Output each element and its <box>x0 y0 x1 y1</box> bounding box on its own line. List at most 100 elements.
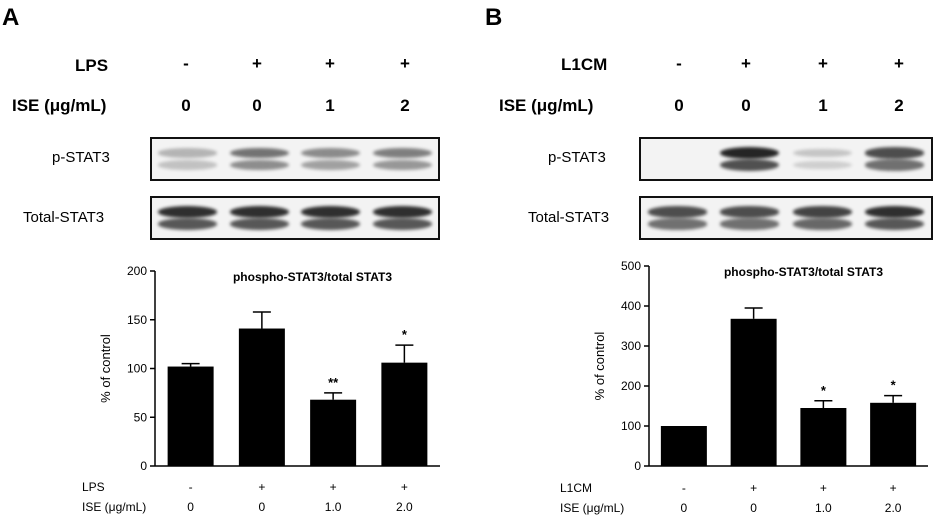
dose-value: 2 <box>894 96 904 115</box>
blot-band <box>158 218 218 230</box>
bar <box>381 362 428 466</box>
x-row-value: - <box>682 481 686 495</box>
bar <box>870 402 917 466</box>
western-blot-total-stat3 <box>150 196 440 240</box>
blot-band <box>720 218 780 230</box>
y-tick-label: 300 <box>621 339 641 353</box>
blot-label: Total-STAT3 <box>23 209 105 226</box>
blot-label: p-STAT3 <box>548 149 606 166</box>
blot-band <box>647 218 707 230</box>
x-row-value: 0 <box>681 501 688 515</box>
blot-band <box>158 206 218 218</box>
x-row-label: LPS <box>82 480 105 494</box>
blot-label: Total-STAT3 <box>528 209 610 226</box>
dose-value: 0 <box>741 96 751 115</box>
bar <box>730 318 777 466</box>
x-row-value: + <box>890 481 897 495</box>
bar <box>660 426 707 466</box>
chart-title: phospho-STAT3/total STAT3 <box>724 265 883 279</box>
blot-band <box>865 206 925 218</box>
blot-band <box>229 159 289 171</box>
blot-band <box>158 148 218 158</box>
dose-value: 0 <box>252 96 262 115</box>
blot-band <box>792 148 852 158</box>
dose-value: 0 <box>181 96 191 115</box>
x-row-value: + <box>820 481 827 495</box>
blot-band <box>720 159 780 171</box>
blot-band <box>301 218 361 230</box>
blot-band <box>792 206 852 218</box>
blot-band <box>372 147 432 159</box>
treatment-value: + <box>400 54 410 73</box>
x-row-value: - <box>189 480 193 494</box>
blot-band <box>372 159 432 171</box>
bar <box>238 328 285 466</box>
panel-letter: B <box>485 4 503 31</box>
y-tick-label: 50 <box>134 410 148 424</box>
blot-band <box>865 159 925 171</box>
blot-band <box>229 147 289 159</box>
y-tick-label: 0 <box>140 459 147 473</box>
x-row-value: 2.0 <box>885 501 902 515</box>
x-row-label: ISE (μg/mL) <box>82 500 146 514</box>
x-row-value: + <box>330 480 337 494</box>
blot-band <box>865 147 925 159</box>
treatment-value: + <box>818 54 828 73</box>
x-row-value: 0 <box>187 500 194 514</box>
blot-band <box>158 160 218 170</box>
x-row-value: 0 <box>259 500 266 514</box>
significance-marker: ** <box>328 375 339 390</box>
treatment-label: L1CM <box>561 55 608 74</box>
y-tick-label: 0 <box>634 459 641 473</box>
western-blot-total-stat3 <box>639 196 933 240</box>
blot-band <box>372 206 432 218</box>
chart-title: phospho-STAT3/total STAT3 <box>233 270 392 284</box>
blot-band <box>865 218 925 230</box>
x-row-value: + <box>258 480 265 494</box>
bar <box>800 408 847 466</box>
bar-chart: phospho-STAT3/total STAT3 0 50 100 150 200 % o… <box>82 264 440 514</box>
bar <box>310 399 357 466</box>
treatment-label: LPS <box>75 56 109 75</box>
panel-letter: A <box>2 4 20 31</box>
y-tick-label: 500 <box>621 259 641 273</box>
y-tick-label: 100 <box>621 419 641 433</box>
blot-band <box>301 160 361 170</box>
blot-band <box>720 206 780 218</box>
treatment-value: + <box>894 54 904 73</box>
x-row-value: 1.0 <box>815 501 832 515</box>
dose-value: 0 <box>674 96 684 115</box>
treatment-value: - <box>676 54 682 73</box>
y-tick-label: 100 <box>127 362 147 376</box>
y-tick-label: 400 <box>621 299 641 313</box>
x-row-value: + <box>750 481 757 495</box>
blot-band <box>720 147 780 159</box>
x-row-value: + <box>401 480 408 494</box>
bar <box>167 366 214 466</box>
blot-band <box>229 206 289 218</box>
significance-marker: * <box>402 327 408 342</box>
panel-b: B L1CM - + + + ISE (μg/mL) 0 0 1 2 p-STA… <box>473 0 945 519</box>
western-blot-p-stat3 <box>150 137 440 181</box>
treatment-value: + <box>252 54 262 73</box>
blot-band <box>301 206 361 218</box>
y-tick-label: 150 <box>127 313 147 327</box>
y-tick-label: 200 <box>621 379 641 393</box>
western-blot-p-stat3 <box>639 137 933 181</box>
x-row-label: ISE (μg/mL) <box>560 501 624 515</box>
dose-label: ISE (μg/mL) <box>12 96 107 115</box>
dose-value: 1 <box>325 96 335 115</box>
x-row-value: 2.0 <box>396 500 413 514</box>
x-row-value: 0 <box>750 501 757 515</box>
blot-band <box>792 218 852 230</box>
significance-marker: * <box>821 383 827 398</box>
blot-band <box>229 218 289 230</box>
panel-a: A LPS - + + + ISE (μg/mL) 0 0 1 2 p-STAT… <box>0 0 472 519</box>
blot-band <box>301 148 361 158</box>
x-row-label: L1CM <box>560 481 592 495</box>
dose-label: ISE (μg/mL) <box>499 96 594 115</box>
treatment-value: + <box>741 54 751 73</box>
y-tick-label: 200 <box>127 264 147 278</box>
y-axis-label: % of control <box>98 334 113 403</box>
blot-band <box>647 206 707 218</box>
